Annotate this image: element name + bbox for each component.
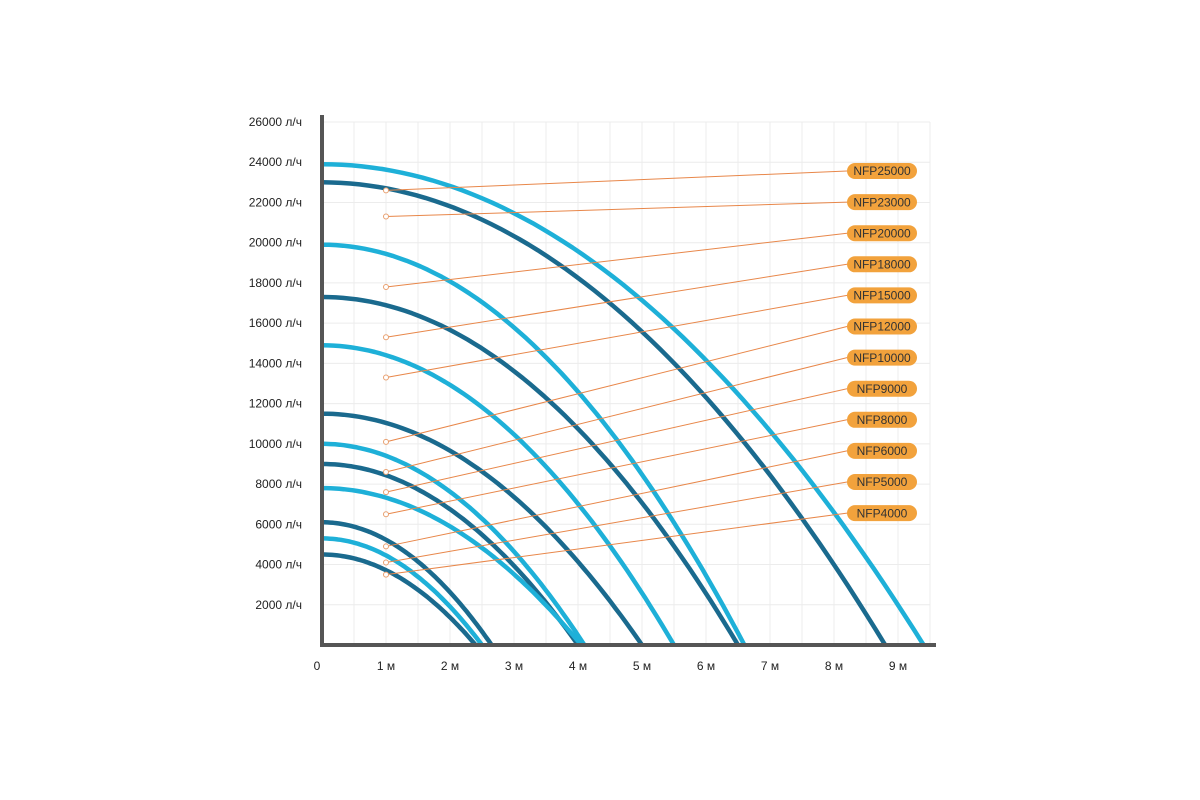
curve-marker (383, 469, 389, 476)
y-tick-labels: 2000 л/ч 4000 л/ч 6000 л/ч 8000 л/ч 10000 л/… (249, 115, 302, 612)
leader-line (385, 201, 848, 218)
x-tick-label: 4 м (569, 659, 587, 673)
legend-badge (847, 411, 917, 428)
x-tick-label: 2 м (441, 659, 459, 673)
y-tick-label: 10000 л/ч (249, 437, 302, 451)
x-tick-label: 0 (314, 659, 321, 673)
series-line-nfp4000 (322, 552, 478, 647)
y-tick-label: 18000 л/ч (249, 276, 302, 290)
y-tick-label: 20000 л/ч (249, 236, 302, 250)
legend-label-nfp25000: NFP25000 (853, 164, 911, 178)
curve-markers (383, 187, 389, 578)
series-line-nfp18000 (321, 294, 740, 647)
y-tick-label: 24000 л/ч (249, 155, 302, 169)
legend-label-nfp12000: NFP12000 (853, 320, 911, 334)
legend-badge (847, 380, 917, 397)
curve-marker (383, 187, 389, 194)
series-line-nfp8000 (322, 485, 583, 647)
leader-line (385, 170, 848, 191)
series-line-nfp6000 (322, 520, 494, 647)
legend-label-nfp8000: NFP8000 (857, 413, 908, 427)
y-tick-label: 22000 л/ч (249, 195, 302, 209)
legend-label-nfp23000: NFP23000 (853, 195, 911, 209)
legend-badge (847, 256, 917, 273)
legend-label-nfp18000: NFP18000 (853, 258, 911, 272)
legend-badge (847, 287, 917, 304)
legend-badge (847, 349, 917, 366)
x-tick-label: 6 м (697, 659, 715, 673)
curve-marker (383, 511, 389, 518)
legend-badge (847, 318, 917, 335)
curve-marker (383, 543, 389, 550)
leader-line (385, 388, 848, 493)
curve-marker (383, 283, 389, 290)
curve-marker (383, 374, 389, 381)
y-tick-label: 16000 л/ч (249, 316, 302, 330)
x-tick-label: 5 м (633, 659, 651, 673)
legend-label-nfp4000: NFP4000 (857, 506, 908, 520)
legend-label-nfp15000: NFP15000 (853, 289, 911, 303)
leader-line (385, 326, 848, 443)
leader-line (385, 512, 848, 576)
series-line-nfp12000 (322, 411, 644, 647)
legend-label-nfp9000: NFP9000 (857, 382, 908, 396)
y-tick-label: 6000 л/ч (255, 517, 302, 531)
legend-label-nfp6000: NFP6000 (857, 444, 908, 458)
leader-line (385, 357, 848, 473)
y-tick-label: 26000 л/ч (249, 115, 302, 129)
legend-label-nfp20000: NFP20000 (853, 226, 911, 240)
series-line-nfp9000 (322, 461, 580, 647)
curve-marker (383, 334, 389, 341)
x-tick-label: 1 м (377, 659, 395, 673)
curve-marker (383, 571, 389, 578)
legend-badge (847, 442, 917, 459)
legend-label-nfp10000: NFP10000 (853, 351, 911, 365)
series-line-nfp5000 (322, 536, 484, 647)
y-tick-label: 4000 л/ч (255, 558, 302, 572)
leader-line (385, 419, 848, 515)
y-tick-label: 8000 л/ч (255, 477, 302, 491)
series-line-nfp20000 (321, 242, 747, 647)
curves (321, 161, 926, 647)
y-tick-label: 12000 л/ч (249, 397, 302, 411)
x-tick-label: 3 м (505, 659, 523, 673)
series-line-nfp15000 (321, 343, 676, 647)
y-tick-label: 14000 л/ч (249, 356, 302, 370)
leader-line (385, 294, 848, 378)
curve-marker (383, 213, 389, 220)
legend-badge (847, 474, 917, 490)
leader-line (385, 450, 848, 547)
curve-marker (383, 559, 389, 566)
curve-marker (383, 438, 389, 445)
legend-badge (847, 194, 917, 211)
axes (320, 115, 936, 647)
x-tick-labels: 0 1 м 2 м 3 м 4 м 5 м 6 м 7 м 8 м 9 м (314, 659, 907, 673)
legend-badge (847, 225, 917, 242)
x-tick-label: 8 м (825, 659, 843, 673)
leader-line (385, 232, 848, 288)
leader-line (385, 481, 848, 564)
legend: NFP25000 NFP23000 NFP20000 NFP18000 NFP15000… (847, 163, 917, 522)
leader-lines (385, 170, 848, 576)
legend-badge (847, 163, 917, 179)
legend-badge (847, 505, 917, 522)
series-line-nfp10000 (321, 441, 587, 647)
x-tick-label: 9 м (889, 659, 907, 673)
leader-line (385, 263, 848, 338)
series-line-nfp25000 (321, 161, 926, 647)
legend-label-nfp5000: NFP5000 (857, 475, 908, 489)
y-tick-label: 2000 л/ч (255, 598, 302, 612)
x-tick-label: 7 м (761, 659, 779, 673)
curve-marker (383, 489, 389, 496)
series-line-nfp23000 (321, 180, 888, 647)
